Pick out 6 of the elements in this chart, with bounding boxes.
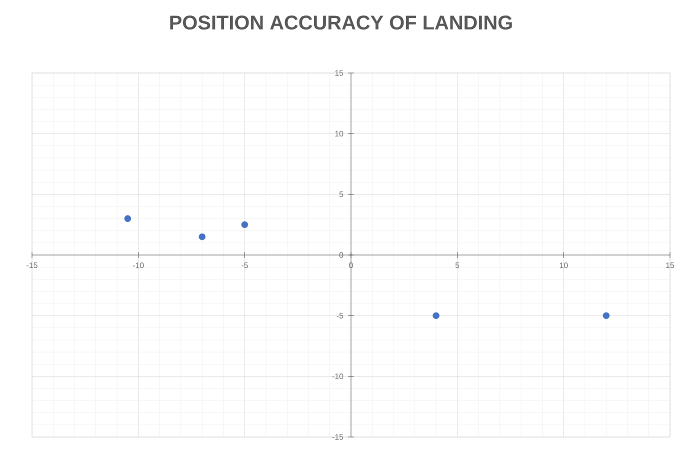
point — [124, 215, 132, 222]
point — [602, 312, 610, 320]
point — [432, 312, 440, 320]
chart-title: POSITION ACCURACY OF LANDING — [170, 16, 512, 30]
point — [198, 233, 206, 240]
point — [241, 221, 248, 228]
